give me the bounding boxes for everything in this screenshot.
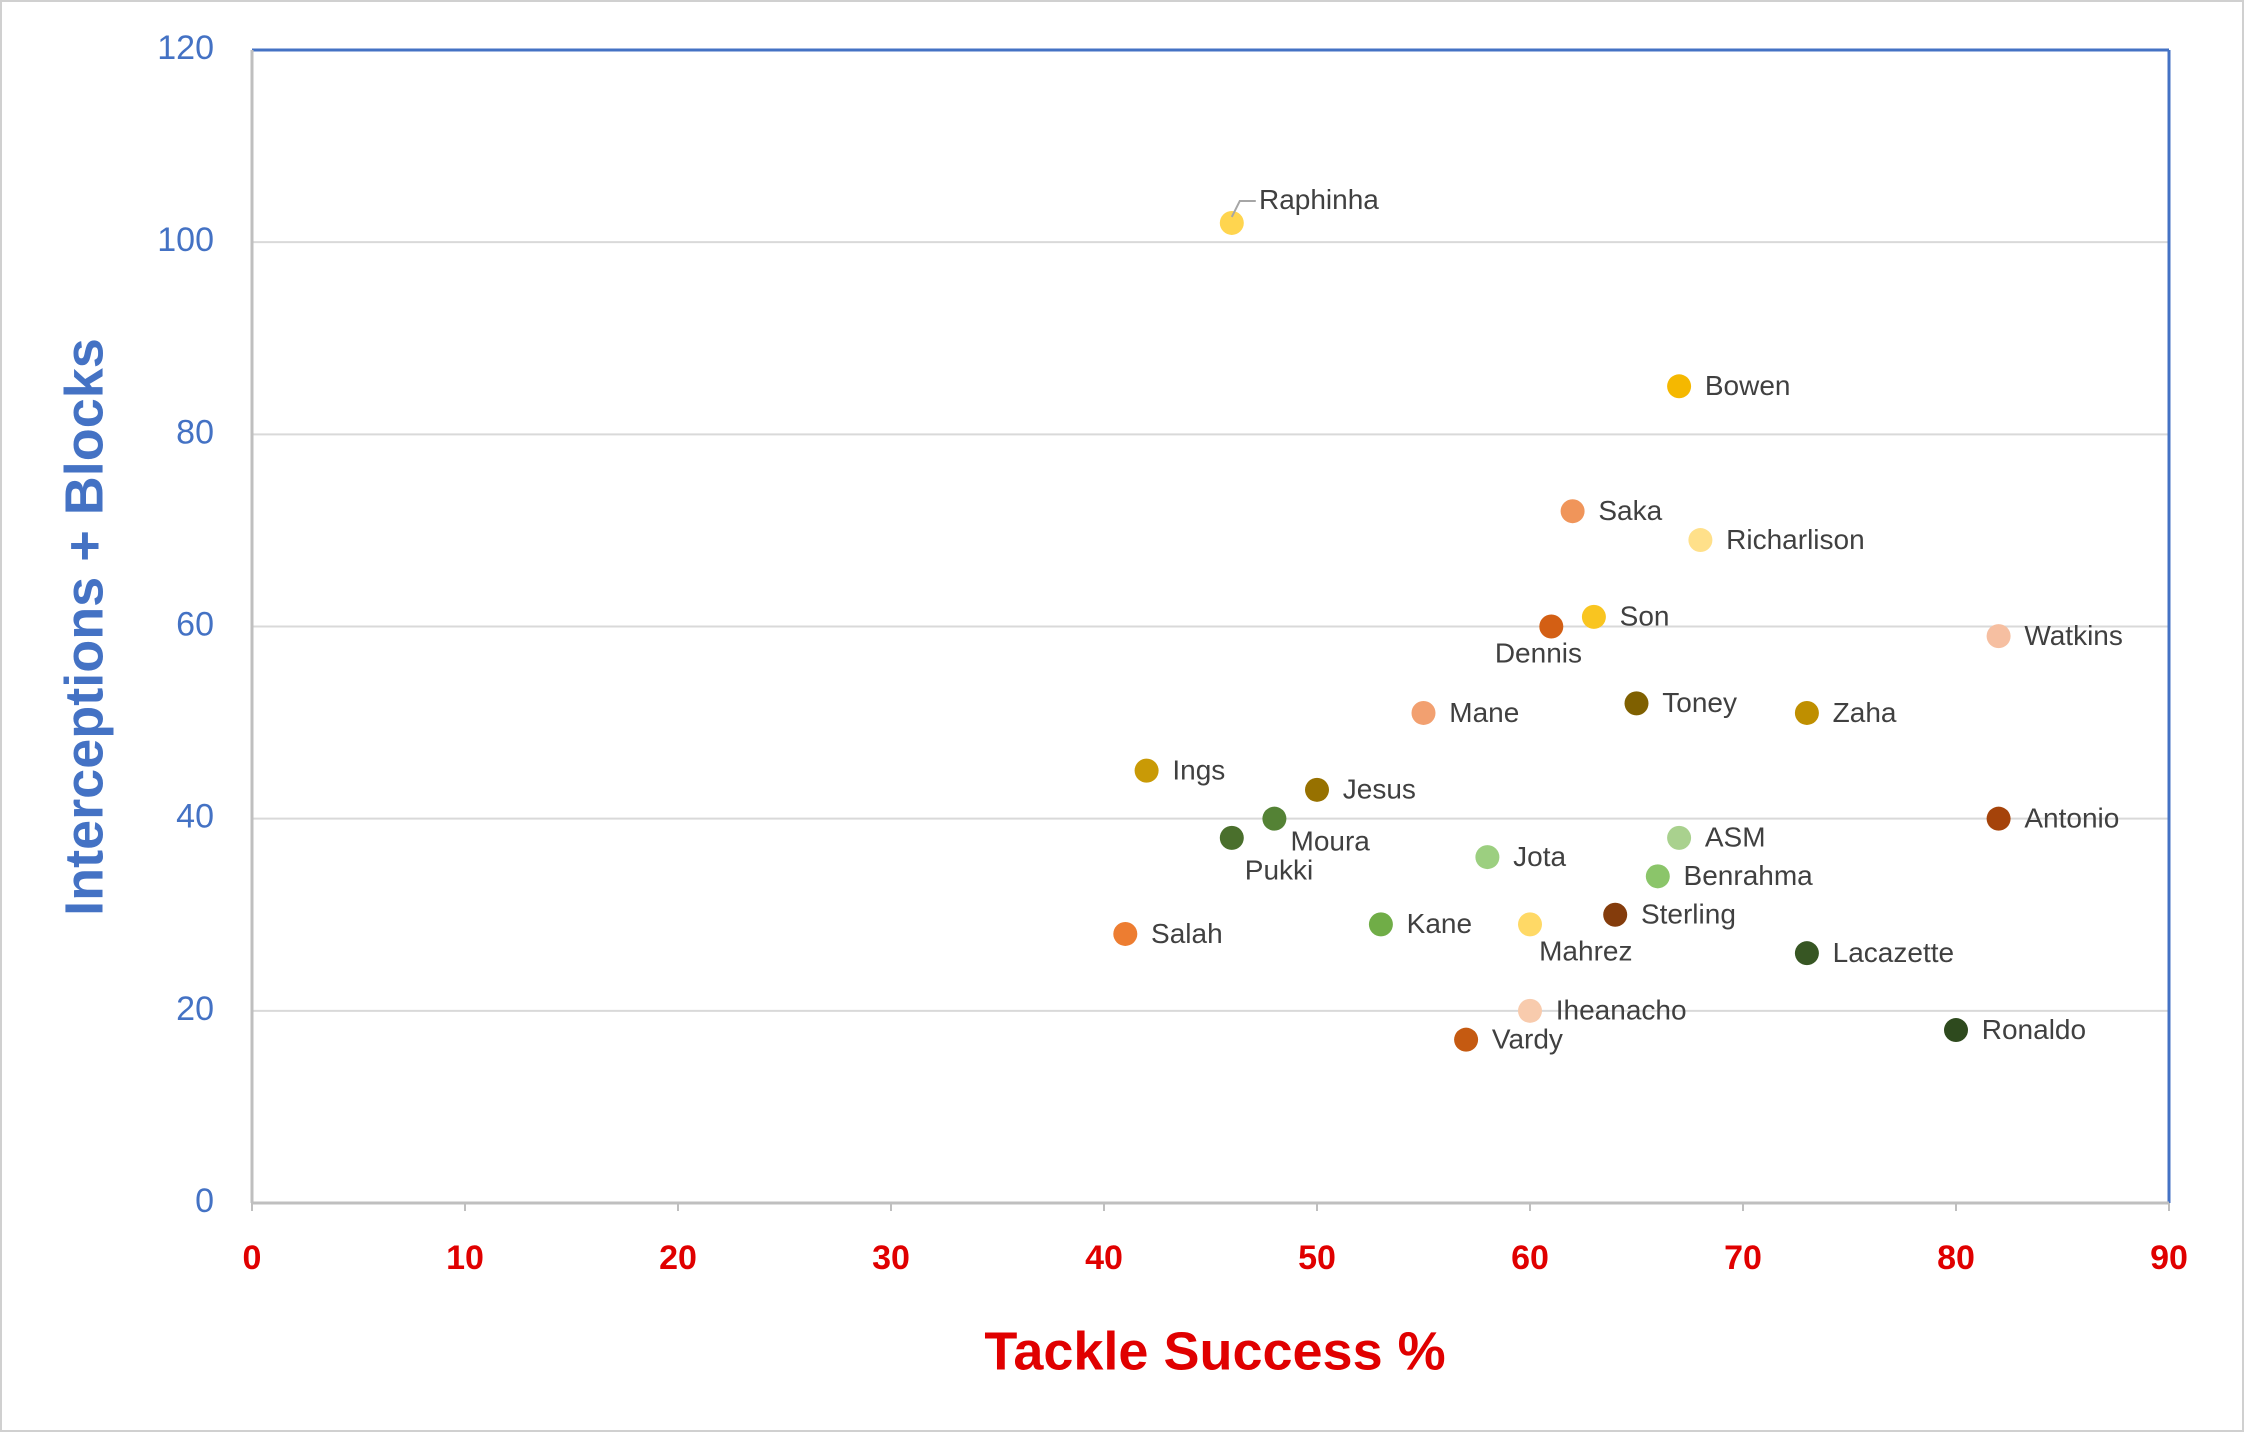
scatter-point [1794, 700, 1819, 725]
scatter-point [1581, 604, 1606, 629]
scatter-point [1688, 528, 1713, 553]
point-label: Bowen [1705, 370, 1791, 401]
x-axis-title: Tackle Success % [984, 1321, 1445, 1381]
scatter-point [1645, 864, 1670, 889]
scatter-point [1539, 614, 1564, 639]
scatter-point [1603, 902, 1628, 927]
leader-line [1230, 199, 1256, 218]
scatter-point [1219, 210, 1244, 235]
point-label: ASM [1705, 822, 1766, 853]
scatter-point [1667, 825, 1692, 850]
point-label: Mahrez [1539, 935, 1632, 966]
x-tick-label: 30 [872, 1239, 910, 1277]
scatter-point [1518, 998, 1542, 1023]
point-label: Sterling [1641, 899, 1736, 930]
point-label: Ronaldo [1982, 1014, 2086, 1045]
point-label: Moura [1291, 825, 1371, 856]
scatter-point [1411, 700, 1436, 725]
x-tick-label: 50 [1298, 1239, 1336, 1277]
point-label: Antonio [2024, 802, 2119, 833]
scatter-point [1986, 806, 2011, 831]
scatter-point [1368, 912, 1393, 937]
scatter-point [1134, 758, 1159, 783]
point-label: Dennis [1495, 638, 1582, 669]
scatter-point [1219, 825, 1244, 850]
y-tick-label: 100 [157, 221, 214, 259]
x-tick-label: 10 [446, 1239, 484, 1277]
point-label: Saka [1598, 495, 1662, 526]
y-tick-label: 60 [176, 605, 214, 643]
scatter-point [1560, 499, 1585, 524]
y-tick-label: 80 [176, 413, 214, 451]
scatter-point [1667, 374, 1692, 399]
scatter-point [1475, 845, 1500, 870]
x-tick-label: 20 [659, 1239, 697, 1277]
x-tick-label: 70 [1724, 1239, 1762, 1277]
scatter-point [1518, 912, 1542, 937]
point-label: Son [1620, 601, 1670, 632]
point-label: Richarlison [1726, 524, 1865, 555]
point-label: Iheanacho [1556, 995, 1687, 1026]
scatter-point [1262, 806, 1287, 831]
scatter-point [1454, 1027, 1479, 1052]
scatter-point [1305, 777, 1329, 802]
point-label: Vardy [1492, 1023, 1563, 1054]
scatter-point [1794, 941, 1819, 966]
point-label: Zaha [1833, 697, 1897, 728]
point-label: Jota [1513, 841, 1566, 872]
point-label: Lacazette [1833, 937, 1954, 968]
scatter-point [1986, 624, 2011, 649]
point-label: Pukki [1245, 855, 1313, 886]
y-axis-title: Interceptions + Blocks [54, 338, 114, 916]
point-label: Ings [1172, 754, 1225, 785]
scatter-point [1113, 921, 1138, 946]
scatter-point [1624, 691, 1649, 716]
point-label: Benrahma [1684, 860, 1814, 891]
point-label: Toney [1662, 687, 1737, 718]
y-tick-label: 120 [157, 29, 214, 67]
y-tick-label: 20 [176, 990, 214, 1028]
scatter-point [1944, 1018, 1968, 1043]
point-label: Kane [1407, 908, 1472, 939]
y-tick-label: 0 [195, 1182, 214, 1220]
point-label: Raphinha [1259, 184, 1379, 215]
x-tick-label: 0 [243, 1239, 262, 1277]
x-tick-label: 80 [1937, 1239, 1975, 1277]
x-tick-label: 90 [2150, 1239, 2188, 1277]
point-label: Jesus [1343, 774, 1416, 805]
y-tick-label: 40 [176, 798, 214, 836]
x-tick-label: 60 [1511, 1239, 1549, 1277]
point-label: Salah [1151, 918, 1223, 949]
x-tick-label: 40 [1085, 1239, 1123, 1277]
point-label: Watkins [2024, 620, 2123, 651]
point-label: Mane [1449, 697, 1519, 728]
